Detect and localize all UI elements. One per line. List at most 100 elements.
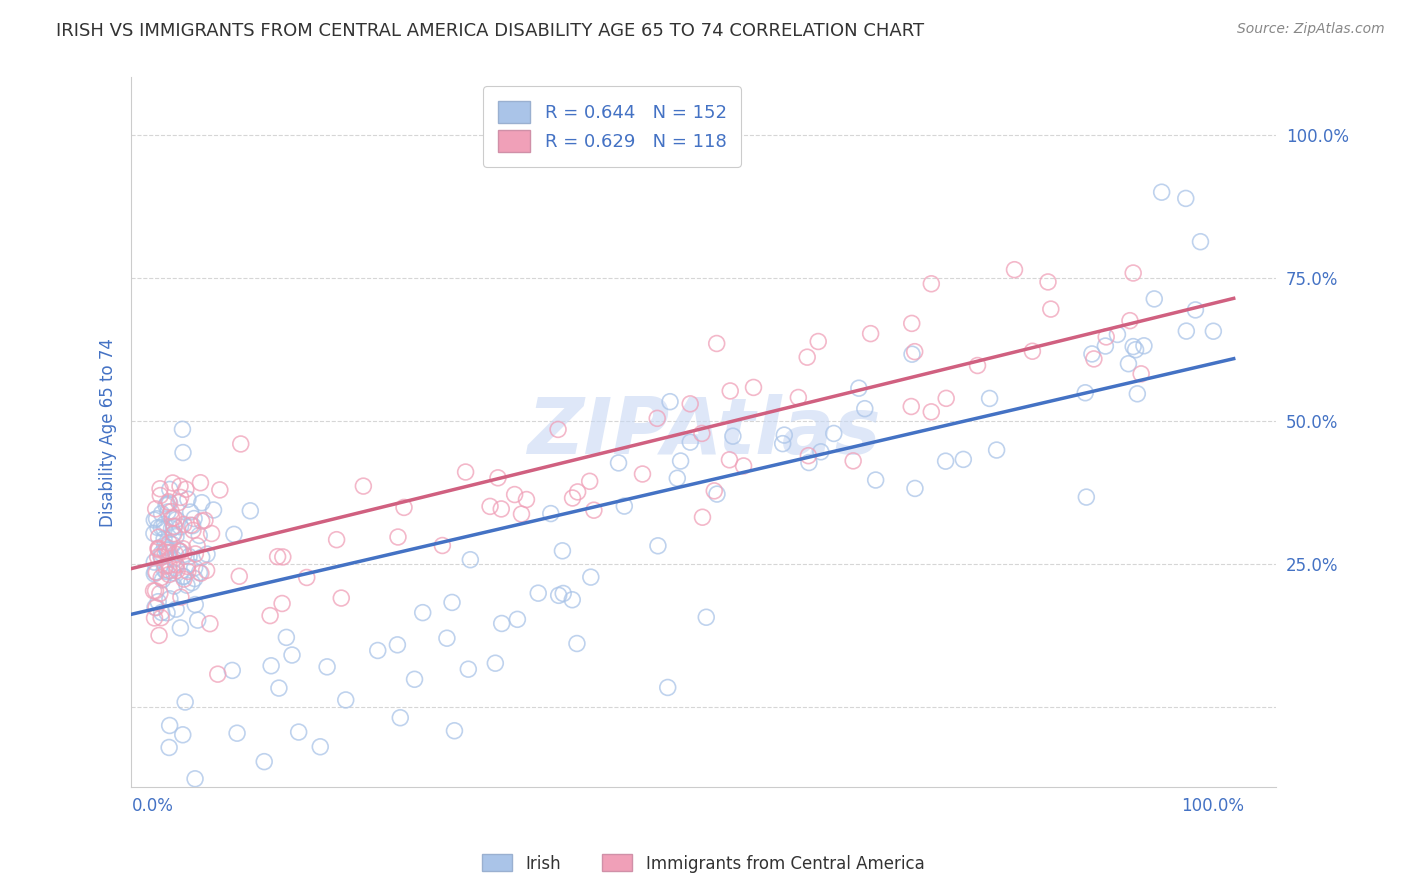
Point	[150, 549, 173, 564]
Point	[153, 563, 176, 577]
Point	[613, 499, 636, 513]
Point	[167, 543, 190, 558]
Point	[706, 336, 728, 351]
Point	[159, 496, 181, 510]
Point	[904, 344, 927, 359]
Point	[412, 606, 434, 620]
Point	[153, 539, 176, 553]
Point	[156, 606, 179, 620]
Point	[486, 471, 509, 485]
Point	[150, 546, 173, 560]
Point	[1122, 340, 1144, 354]
Point	[180, 518, 202, 533]
Point	[1036, 275, 1059, 289]
Point	[184, 598, 207, 612]
Point	[901, 347, 924, 361]
Point	[184, 572, 207, 586]
Point	[150, 520, 173, 534]
Point	[165, 558, 187, 572]
Point	[1126, 386, 1149, 401]
Point	[149, 586, 172, 600]
Point	[276, 631, 298, 645]
Point	[226, 726, 249, 740]
Point	[567, 484, 589, 499]
Point	[155, 559, 177, 574]
Point	[169, 491, 191, 505]
Point	[259, 608, 281, 623]
Point	[146, 541, 169, 556]
Point	[146, 550, 169, 565]
Point	[176, 559, 198, 574]
Point	[479, 500, 502, 514]
Point	[143, 600, 166, 615]
Point	[165, 512, 187, 526]
Point	[186, 539, 208, 553]
Point	[645, 411, 668, 425]
Point	[159, 591, 181, 606]
Point	[239, 504, 262, 518]
Point	[172, 569, 194, 583]
Point	[547, 588, 569, 602]
Point	[222, 527, 245, 541]
Legend: R = 0.644   N = 152, R = 0.629   N = 118: R = 0.644 N = 152, R = 0.629 N = 118	[484, 87, 741, 167]
Point	[266, 549, 288, 564]
Point	[276, 797, 298, 812]
Point	[173, 572, 195, 586]
Point	[295, 570, 318, 584]
Point	[330, 591, 353, 605]
Point	[797, 456, 820, 470]
Point	[163, 526, 186, 541]
Point	[159, 545, 181, 559]
Point	[173, 517, 195, 532]
Point	[718, 452, 741, 467]
Point	[198, 616, 221, 631]
Point	[853, 401, 876, 416]
Point	[143, 565, 166, 579]
Point	[1174, 191, 1197, 205]
Point	[392, 500, 415, 515]
Point	[281, 648, 304, 662]
Point	[142, 583, 165, 598]
Point	[150, 507, 173, 521]
Point	[551, 543, 574, 558]
Point	[157, 564, 180, 578]
Point	[1175, 324, 1198, 338]
Point	[177, 565, 200, 579]
Point	[690, 426, 713, 441]
Point	[389, 711, 412, 725]
Point	[659, 394, 682, 409]
Point	[228, 569, 250, 583]
Point	[920, 277, 942, 291]
Point	[952, 452, 974, 467]
Point	[183, 561, 205, 575]
Point	[169, 520, 191, 534]
Point	[1122, 266, 1144, 280]
Point	[195, 547, 218, 561]
Point	[152, 830, 174, 844]
Text: IRISH VS IMMIGRANTS FROM CENTRAL AMERICA DISABILITY AGE 65 TO 74 CORRELATION CHA: IRISH VS IMMIGRANTS FROM CENTRAL AMERICA…	[56, 22, 924, 40]
Point	[183, 511, 205, 525]
Point	[162, 475, 184, 490]
Point	[540, 507, 562, 521]
Point	[157, 536, 180, 550]
Legend: Irish, Immigrants from Central America: Irish, Immigrants from Central America	[475, 847, 931, 880]
Point	[547, 422, 569, 436]
Point	[229, 437, 252, 451]
Point	[150, 549, 173, 564]
Point	[1119, 313, 1142, 327]
Point	[221, 664, 243, 678]
Point	[165, 561, 187, 575]
Point	[156, 505, 179, 519]
Point	[253, 755, 276, 769]
Point	[920, 405, 942, 419]
Point	[796, 350, 818, 364]
Point	[561, 592, 583, 607]
Point	[443, 723, 465, 738]
Point	[163, 566, 186, 580]
Point	[153, 532, 176, 546]
Point	[865, 473, 887, 487]
Point	[190, 566, 212, 581]
Point	[335, 693, 357, 707]
Point	[454, 465, 477, 479]
Point	[160, 511, 183, 525]
